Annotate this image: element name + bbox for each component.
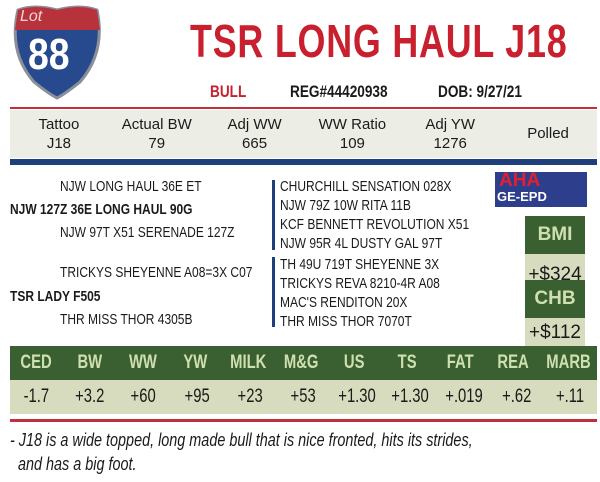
bracket: [272, 180, 275, 250]
divider: [10, 159, 597, 165]
stat-ww-ratio: WW Ratio 109: [318, 116, 387, 152]
sire: NJW 127Z 36E LONG HAUL 90G: [10, 201, 193, 218]
dam-dam: THR MISS THOR 4305B: [60, 311, 193, 328]
epd-header-milk: MILK: [230, 352, 267, 373]
stat-adj-yw: Adj YW 1276: [425, 116, 476, 152]
sex: BULL: [210, 82, 247, 101]
epd-header-bw: BW: [77, 352, 102, 373]
stat-polled: Polled: [527, 125, 569, 142]
epd-header-ced: CED: [20, 352, 53, 373]
stats-band: Tattoo J18 Actual BW 79 Adj WW 665 WW Ratio…: [10, 110, 597, 158]
epd-value-bw: +3.2: [75, 386, 105, 407]
epd-value-row: -1.7 +3.2 +60 +95 +23 +53 +1.30 +1.30 +.019 +.62 +…: [10, 380, 597, 414]
epd-header-yw: YW: [183, 352, 208, 373]
epd-header-marb: MARB: [546, 352, 591, 373]
comment: - J18 is a wide topped, long made bull t…: [10, 430, 473, 474]
epd-header-ts: TS: [398, 352, 417, 373]
epd-value-ww: +60: [130, 386, 156, 407]
epd-header-mgg: M&G: [284, 352, 319, 373]
divider: [10, 419, 597, 422]
epd-value-milk: +23: [237, 386, 263, 407]
ancestor: THR MISS THOR 7070T: [280, 313, 412, 330]
stat-actual-bw: Actual BW 79: [121, 116, 192, 152]
lot-shield: [10, 2, 105, 100]
epd-header-fat: FAT: [447, 352, 474, 373]
bracket: [272, 257, 275, 327]
dam-sire: TRICKYS SHEYENNE A08=3X C07: [60, 264, 253, 281]
dob: DOB: 9/27/21: [438, 82, 522, 101]
epd-header-row: CED BW WW YW MILK M&G US TS FAT REA MARB: [10, 346, 597, 380]
ancestor: KCF BENNETT REVOLUTION X51: [280, 216, 470, 233]
stat-adj-ww: Adj WW 665: [227, 116, 282, 152]
ancestor: NJW 95R 4L DUSTY GAL 97T: [280, 235, 443, 252]
registration: REG#44420938: [290, 82, 388, 101]
ancestor: MAC'S RENDITON 20X: [280, 294, 408, 311]
ancestor: NJW 79Z 10W RITA 11B: [280, 197, 411, 214]
lot-number: 88: [28, 30, 70, 79]
epd-value-fat: +.019: [444, 386, 483, 407]
epd-value-rea: +.62: [502, 386, 532, 407]
ancestor: CHURCHILL SENSATION 028X: [280, 178, 452, 195]
epd-header-rea: REA: [497, 352, 530, 373]
epd-value-ced: -1.7: [23, 386, 50, 407]
epd-value-yw: +95: [184, 386, 210, 407]
sire-dam: NJW 97T X51 SERENADE 127Z: [60, 224, 235, 241]
epd-header-ww: WW: [128, 352, 157, 373]
shield-icon: [13, 5, 101, 100]
stat-tattoo: Tattoo J18: [38, 116, 80, 152]
lot-label: Lot: [20, 8, 43, 25]
sire-sire: NJW LONG HAUL 36E ET: [60, 178, 202, 195]
epd-value-ts: +1.30: [391, 386, 429, 407]
chb-value: +$112: [525, 318, 585, 348]
aha-ge-epd-logo: AHA GE-EPD: [495, 172, 587, 207]
animal-name: TSR LONG HAUL J18: [190, 15, 568, 67]
ancestor: TRICKYS REVA 8210-4R A08: [280, 275, 440, 292]
divider: [10, 107, 597, 109]
epd-value-marb: +.11: [556, 386, 585, 407]
ancestor: TH 49U 719T SHEYENNE 3X: [280, 256, 440, 273]
epd-header-us: US: [344, 352, 365, 373]
epd-value-mgg: +53: [290, 386, 317, 407]
epd-value-us: +1.30: [338, 386, 376, 407]
chb-label: CHB: [525, 280, 585, 318]
dam: TSR LADY F505: [10, 288, 101, 305]
bmi-label: BMI: [525, 216, 585, 254]
